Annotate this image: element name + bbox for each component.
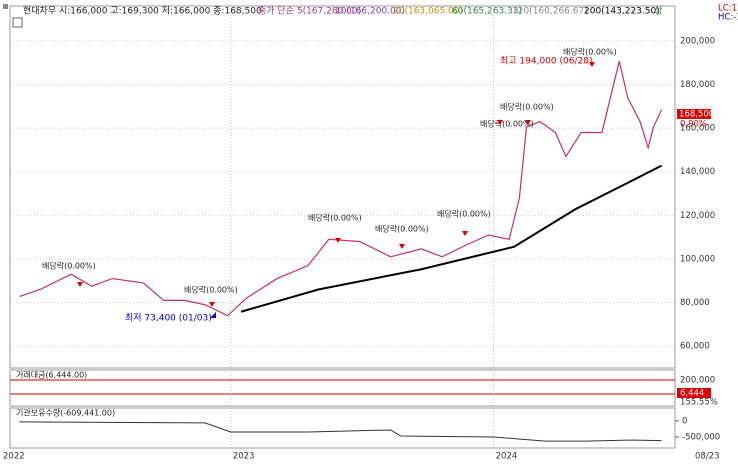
y-tick-label: 80,000 xyxy=(680,298,710,308)
arrow xyxy=(589,62,595,67)
stock-header: 현대차우 시:166,000 고:169,300 저:166,000 종:168… xyxy=(23,5,262,17)
y-tick-label: 60,000 xyxy=(680,342,710,352)
holding-line xyxy=(19,421,662,442)
low-label: 최저 73,400 (01/03) xyxy=(125,313,212,324)
y-tick-label: 100,000 xyxy=(680,254,715,264)
y-tick-label: 160,000 xyxy=(680,124,715,134)
y-tick-label: 140,000 xyxy=(680,167,715,177)
x-tick-label: 2023 xyxy=(233,452,255,462)
price-tag-box xyxy=(677,109,711,119)
annotation: 배당락(0.00%) xyxy=(375,224,429,234)
arrow xyxy=(497,120,503,125)
price-line xyxy=(240,164,663,313)
high-label: 최고 194,000 (06/28) xyxy=(500,56,592,67)
volume-title: 거래대금(6,444.00) xyxy=(16,371,87,380)
main-panel xyxy=(9,5,676,369)
arrow xyxy=(210,312,216,318)
y-tick-label: 0 xyxy=(682,416,687,426)
volume-label: 6,444 xyxy=(680,389,704,399)
annotation: 배당락(0.00%) xyxy=(437,209,491,219)
arrow xyxy=(399,244,405,249)
volume-label: 200,000 xyxy=(680,376,715,386)
ma-title: 종가 단순 5(167,280.00) xyxy=(258,6,361,17)
annotation: 배당락(0.00%) xyxy=(563,47,617,57)
volume-label: 155.55% xyxy=(680,398,718,408)
holding-panel xyxy=(9,407,676,449)
annotation: 배당락(0.00%) xyxy=(500,102,554,112)
holding-title: 기관보유수량(-609,441.00) xyxy=(16,408,115,418)
annotation: 배당락(0.00%) xyxy=(308,213,362,223)
price-tag: 168,500 xyxy=(679,110,714,120)
lc-label: LC:129.56 xyxy=(718,4,738,14)
x-tick-label: 2024 xyxy=(496,452,518,462)
annotation: 배당락(0.00%) xyxy=(42,261,96,271)
ma-label: 60(165,263.33) xyxy=(452,7,522,17)
y-tick-label: 120,000 xyxy=(680,211,715,221)
y-tick-label: 200,000 xyxy=(680,36,715,46)
arrow xyxy=(209,302,215,307)
x-tick-label: 2022 xyxy=(3,452,25,462)
hc-label: HC:-13.14 xyxy=(718,13,738,23)
x-end-label: 08/23 xyxy=(695,452,720,462)
volume-tag-box xyxy=(677,388,711,398)
y-tick-label: -500,000 xyxy=(682,433,720,443)
ma-label: 120(160,266.67) xyxy=(512,7,588,17)
state-label: 상 xyxy=(654,6,662,17)
arrow xyxy=(77,282,83,287)
volume-panel xyxy=(9,369,676,407)
ma-label: 10(166,200.00) xyxy=(335,7,405,17)
arrow xyxy=(462,231,468,236)
ma-label: 20(163,065.00) xyxy=(393,7,463,17)
icon[interactable] xyxy=(12,17,23,28)
ma-label: 200(143,223.50) xyxy=(584,7,660,17)
arrow xyxy=(525,120,531,125)
annotation: 배당락(0.00%) xyxy=(184,285,238,295)
icon[interactable] xyxy=(3,4,8,9)
y-tick-label: 180,000 xyxy=(680,80,715,90)
arrow xyxy=(335,238,341,243)
price-line xyxy=(19,61,663,317)
annotation: 배당락(0.00%) xyxy=(480,119,534,129)
change-tag: 0.90% xyxy=(680,120,707,130)
